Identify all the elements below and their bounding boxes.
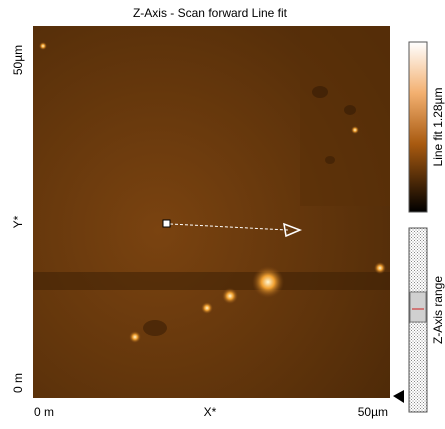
y-top-label: 50µm bbox=[11, 45, 25, 75]
x-left-label: 0 m bbox=[34, 405, 54, 419]
y-bottom-label: 0 m bbox=[11, 373, 25, 393]
x-right-label: 50µm bbox=[358, 405, 388, 419]
scan-image bbox=[33, 26, 390, 398]
range-label: Z-Axis range bbox=[431, 276, 445, 344]
marker bbox=[393, 390, 404, 403]
colorbar bbox=[409, 42, 427, 212]
colorbar-label: Line fit 1.28µm bbox=[431, 88, 445, 167]
title: Z-Axis - Scan forward Line fit bbox=[133, 6, 288, 20]
y-axis-label: Y* bbox=[11, 215, 25, 228]
x-axis-label: X* bbox=[204, 405, 217, 419]
scan-window: Z-Axis - Scan forward Line fit 50µm Y* 0… bbox=[0, 0, 445, 424]
range-control[interactable] bbox=[409, 228, 427, 412]
